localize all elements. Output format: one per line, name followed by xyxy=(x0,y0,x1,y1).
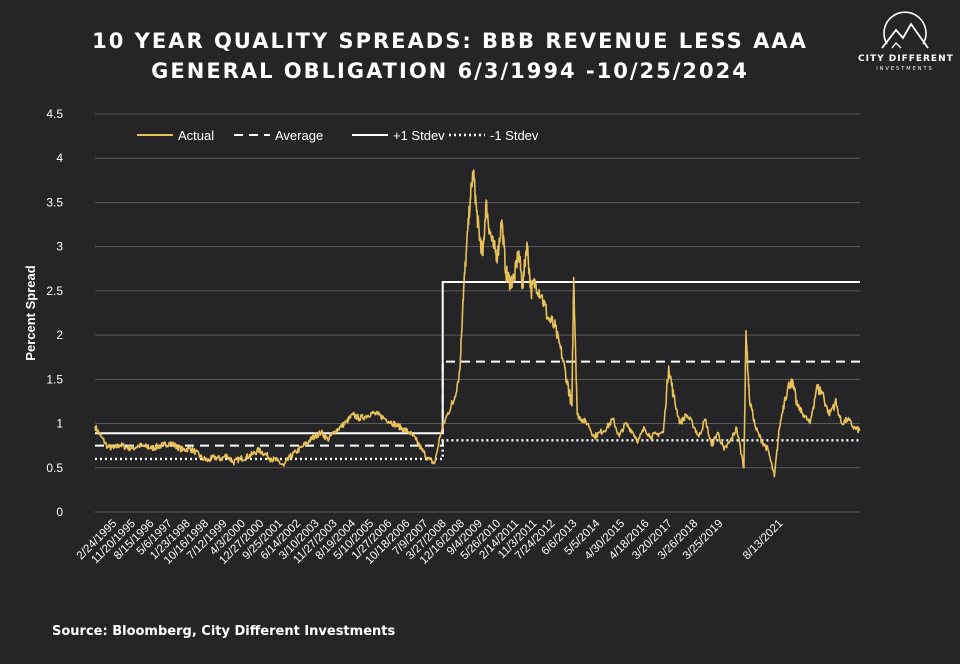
company-logo: CITY DIFFERENT INVESTMENTS xyxy=(858,8,954,88)
legend-label: Average xyxy=(275,128,323,143)
chart-title: 10 YEAR QUALITY SPREADS: BBB REVENUE LES… xyxy=(0,26,900,86)
x-axis-ticks: 2/24/199511/20/19958/15/19965/6/19971/23… xyxy=(75,517,786,567)
chart-title-line-2: GENERAL OBLIGATION 6/3/1994 -10/25/2024 xyxy=(151,59,749,83)
logo-text-primary: CITY DIFFERENT xyxy=(858,54,954,64)
series-line-1-stdev xyxy=(95,281,860,435)
y-tick-label: 1 xyxy=(56,417,63,431)
y-tick-label: 3 xyxy=(56,240,63,254)
y-tick-label: 2 xyxy=(56,328,63,342)
y-axis-ticks: 0 0.5 1 1.5 2 2.5 3 3.5 4 4.5 xyxy=(46,107,63,519)
mountain-circle-icon xyxy=(881,11,929,49)
source-note: Source: Bloomberg, City Different Invest… xyxy=(52,624,396,639)
y-tick-label: 4 xyxy=(56,151,63,165)
y-tick-label: 0 xyxy=(56,505,63,519)
series-line-average xyxy=(95,360,860,447)
series-group xyxy=(94,169,861,478)
y-tick-label: 3.5 xyxy=(46,195,63,209)
legend-label: +1 Stdev xyxy=(393,128,445,143)
spread-chart: 0 0.5 1 1.5 2 2.5 3 3.5 4 4.5 2/24/199511/20/1995… xyxy=(23,107,861,567)
x-tick-label: 8/13/2021 xyxy=(741,518,786,563)
chart-title-line-1: 10 YEAR QUALITY SPREADS: BBB REVENUE LES… xyxy=(92,29,808,53)
logo-text-secondary: INVESTMENTS xyxy=(876,66,934,72)
legend-label: -1 Stdev xyxy=(490,128,539,143)
y-tick-label: 0.5 xyxy=(46,461,63,475)
series-line-actual xyxy=(94,169,861,478)
y-tick-label: 1.5 xyxy=(46,372,63,386)
grid-lines xyxy=(95,113,860,513)
series-line-1-stdev xyxy=(95,439,860,461)
y-tick-label: 4.5 xyxy=(46,107,63,121)
legend-label: Actual xyxy=(178,128,214,143)
chart-legend: Actual Average +1 Stdev -1 Stdev xyxy=(137,128,539,143)
y-axis-label: Percent Spread xyxy=(23,265,38,360)
y-tick-label: 2.5 xyxy=(46,284,63,298)
